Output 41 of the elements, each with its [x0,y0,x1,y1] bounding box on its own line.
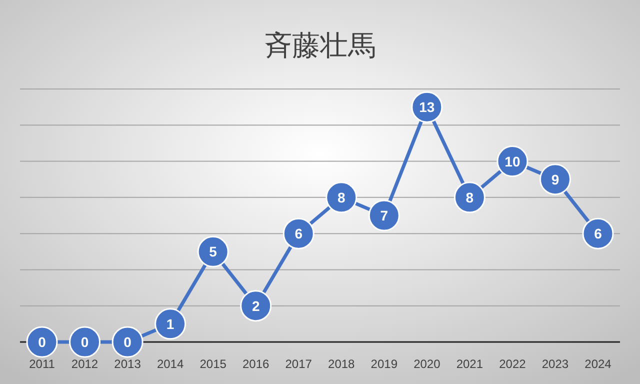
point [69,326,101,358]
data-label: 13 [419,99,435,116]
point [282,218,314,250]
point [368,200,400,232]
x-tick-label: 2015 [200,357,227,371]
point [197,236,229,268]
x-tick-label: 2013 [114,357,142,371]
chart-title: 斉藤壮馬 [264,30,376,61]
data-label: 2 [252,298,260,314]
x-tick-label: 2017 [285,357,312,371]
data-label: 9 [551,171,560,188]
data-label: 1 [166,316,174,332]
data-label: 8 [337,189,346,206]
x-tick-label: 2019 [370,357,398,371]
x-tick-label: 2012 [71,357,98,371]
point [539,164,571,196]
x-tick-label: 2018 [328,357,356,371]
x-tick-label: 2016 [242,357,270,371]
data-label: 7 [380,208,388,224]
data-label: 8 [466,189,474,206]
data-label: 10 [504,153,520,170]
point [112,326,144,358]
point [26,326,58,358]
data-label: 0 [80,334,89,350]
x-tick-label: 2022 [499,357,526,371]
x-tick-label: 2024 [584,357,612,371]
point [326,182,358,214]
x-tick-label: 2020 [414,357,441,371]
x-tick-label: 2014 [156,357,184,371]
point [154,308,186,340]
point [582,218,614,250]
x-tick-label: 2023 [542,357,569,371]
x-tick-label: 2011 [29,357,56,371]
point [240,290,272,322]
data-label: 0 [38,334,46,350]
data-label: 6 [594,226,602,242]
data-label: 0 [124,334,132,350]
point [454,182,486,214]
x-tick-label: 2021 [456,357,484,371]
data-label: 6 [294,226,303,242]
data-label: 5 [209,244,218,260]
